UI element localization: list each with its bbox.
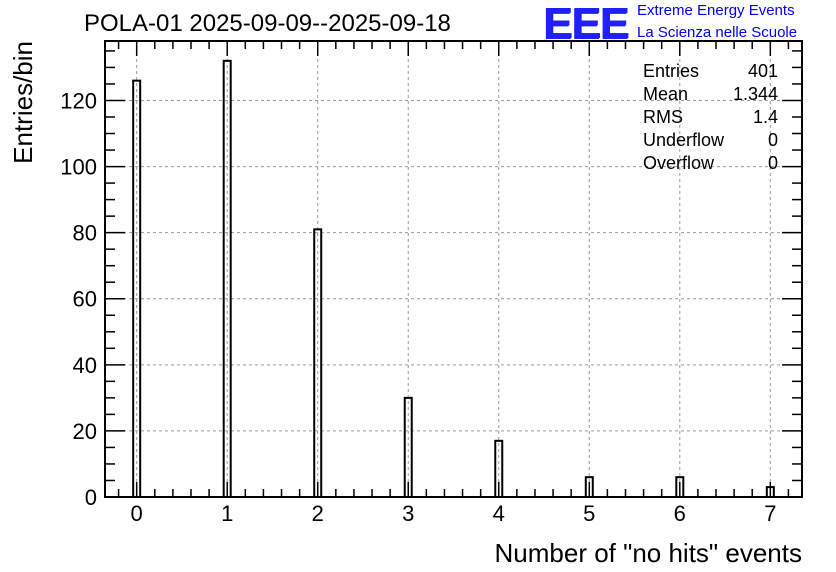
x-axis-label: Number of "no hits" events: [495, 538, 803, 568]
x-tick-label-7: 7: [764, 501, 776, 526]
x-tick-label-0: 0: [131, 501, 143, 526]
logo-line-1: Extreme Energy Events: [637, 2, 795, 19]
stats-label-underflow: Underflow: [643, 130, 725, 150]
eee-logo: EEE: [543, 0, 629, 48]
stats-value-overflow: 0: [768, 153, 778, 173]
stats-label-rms: RMS: [643, 107, 683, 127]
plot-frame: [104, 40, 803, 498]
x-tick-label-6: 6: [674, 501, 686, 526]
logo-line-2: La Scienza nelle Scuole: [637, 24, 798, 41]
x-tick-label-2: 2: [312, 501, 324, 526]
x-tick-label-1: 1: [221, 501, 233, 526]
stats-label-overflow: Overflow: [643, 153, 715, 173]
stats-value-underflow: 0: [768, 130, 778, 150]
stats-value-mean: 1.344: [733, 84, 778, 104]
stats-value-entries: 401: [748, 61, 778, 81]
y-tick-label-80: 80: [73, 221, 97, 246]
stats-label-entries: Entries: [643, 61, 699, 81]
y-tick-label-20: 20: [73, 419, 97, 444]
x-tick-label-5: 5: [583, 501, 595, 526]
y-tick-label-60: 60: [73, 287, 97, 312]
y-tick-label-100: 100: [60, 155, 97, 180]
x-tick-label-4: 4: [493, 501, 505, 526]
chart-title: POLA-01 2025-09-09--2025-09-18: [84, 10, 451, 37]
y-tick-label-120: 120: [60, 88, 97, 113]
x-tick-label-3: 3: [402, 501, 414, 526]
y-tick-label-40: 40: [73, 353, 97, 378]
y-tick-label-0: 0: [85, 485, 97, 510]
stats-label-mean: Mean: [643, 84, 688, 104]
y-axis-label: Entries/bin: [8, 41, 38, 164]
stats-value-rms: 1.4: [753, 107, 778, 127]
